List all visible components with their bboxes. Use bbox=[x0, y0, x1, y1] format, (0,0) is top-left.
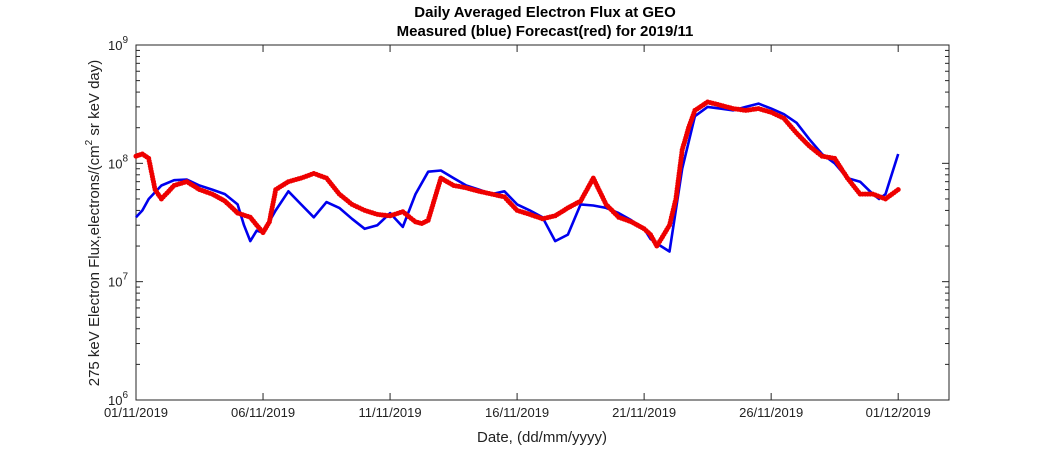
x-tick-label: 21/11/2019 bbox=[612, 405, 676, 420]
x-tick-label: 01/11/2019 bbox=[104, 405, 168, 420]
y-tick-label-base: 10 bbox=[108, 393, 122, 408]
chart-subtitle: Measured (blue) Forecast(red) for 2019/1… bbox=[397, 23, 694, 40]
y-tick-label-base: 10 bbox=[108, 275, 122, 290]
x-axis-label: Date, (dd/mm/yyyy) bbox=[477, 429, 607, 446]
x-tick-label: 01/12/2019 bbox=[866, 405, 931, 420]
y-tick-label-exp: 6 bbox=[122, 390, 128, 401]
y-tick-label: 109 bbox=[108, 35, 128, 53]
series-layer bbox=[133, 99, 901, 253]
x-tick-label: 11/11/2019 bbox=[358, 405, 421, 420]
y-tick-label: 108 bbox=[108, 153, 128, 171]
y-axis-label-main: 275 keV Electron Flux,electrons/(cm bbox=[86, 145, 103, 386]
x-tick-label: 06/11/2019 bbox=[231, 405, 295, 420]
chart-title: Daily Averaged Electron Flux at GEO bbox=[414, 4, 676, 21]
y-tick-label-exp: 8 bbox=[122, 153, 128, 164]
y-tick-label: 106 bbox=[108, 390, 128, 408]
y-tick-label-exp: 9 bbox=[122, 35, 128, 46]
x-tick-label: 16/11/2019 bbox=[485, 405, 549, 420]
y-tick-label: 107 bbox=[108, 272, 128, 290]
x-tick-label: 26/11/2019 bbox=[739, 405, 803, 420]
y-axis-label-sup: 2 bbox=[84, 139, 95, 145]
x-axis: 01/11/2019 06/11/2019 11/11/2019 16/11/2019… bbox=[104, 45, 931, 420]
y-tick-label-base: 10 bbox=[108, 156, 122, 171]
series-forecast bbox=[133, 99, 901, 249]
plot-area bbox=[135, 44, 950, 401]
y-tick-label-exp: 7 bbox=[122, 272, 128, 283]
y-tick-label-base: 10 bbox=[108, 38, 122, 53]
y-axis-label: 275 keV Electron Flux,electrons/(cm2 sr … bbox=[84, 60, 103, 387]
forecast-point bbox=[895, 187, 901, 193]
y-axis-label-rest: sr keV day) bbox=[86, 60, 103, 140]
series-line-measured bbox=[135, 102, 900, 253]
